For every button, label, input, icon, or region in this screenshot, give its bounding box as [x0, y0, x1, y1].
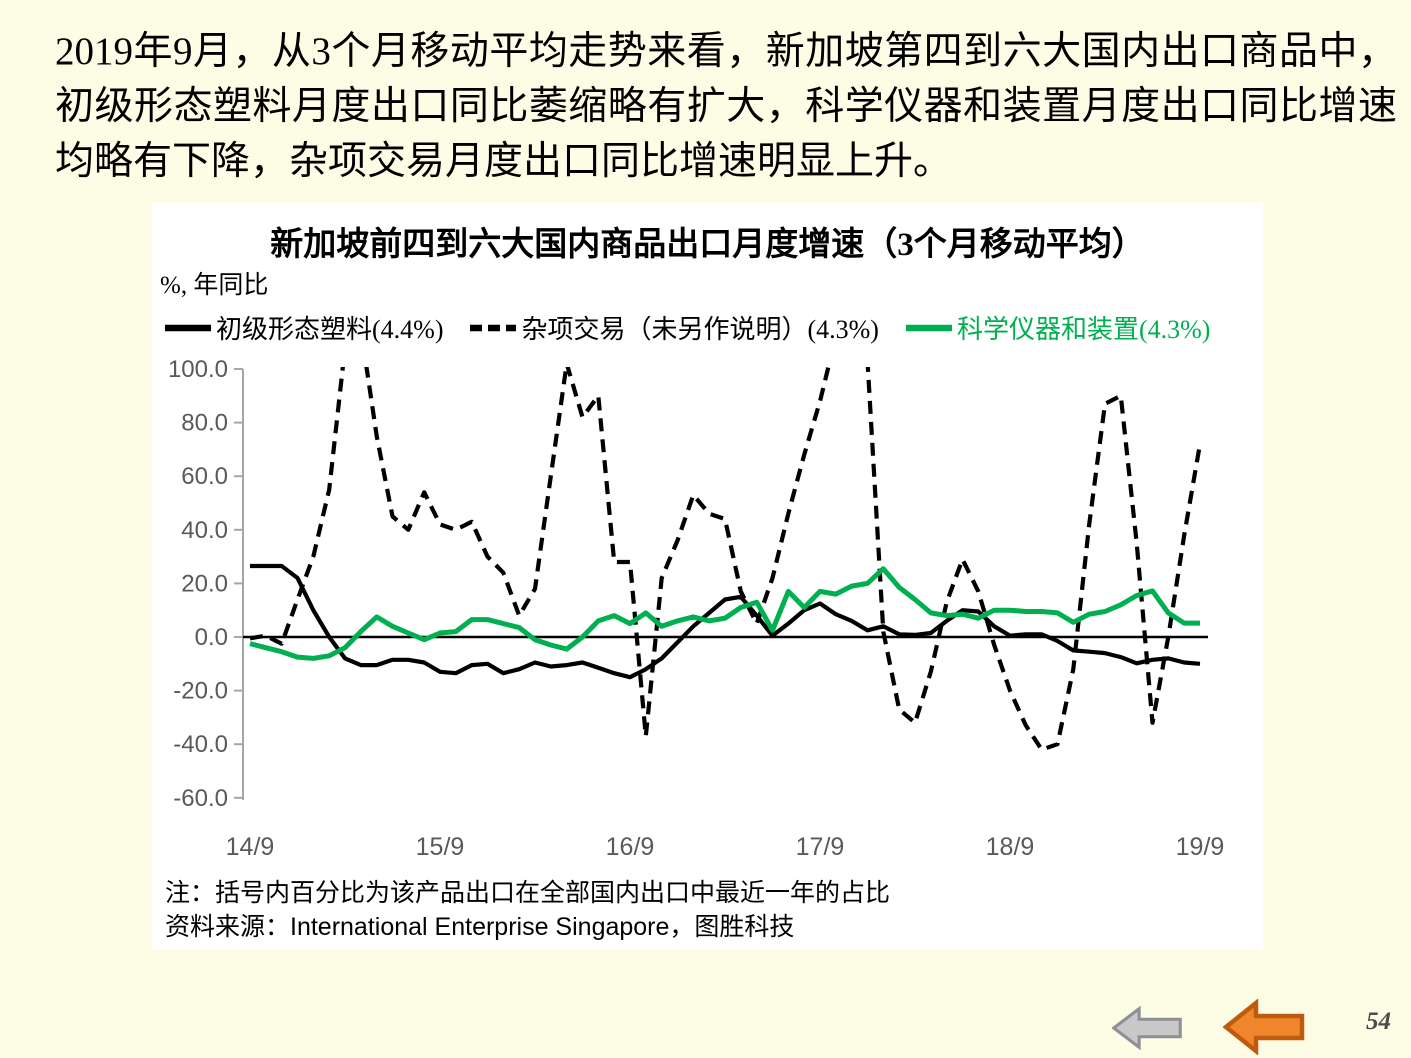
left-block-arrow-icon [1223, 999, 1305, 1055]
y-tick-label: 100.0 [168, 356, 228, 383]
x-tick-label: 17/9 [796, 833, 845, 861]
legend-label-misc-transactions: 杂项交易（未另作说明）(4.3%) [521, 315, 879, 344]
x-tick-label: 14/9 [226, 833, 275, 861]
x-tick-label: 16/9 [606, 833, 655, 861]
x-tick-label: 15/9 [416, 833, 465, 861]
y-axis-unit-label: %, 年同比 [160, 272, 269, 299]
chart-title: 新加坡前四到六大国内商品出口月度增速（3个月移动平均） [270, 227, 1145, 263]
legend-item-misc-transactions: 杂项交易（未另作说明）(4.3%) [469, 309, 879, 346]
legend-swatch-solid-line-icon [905, 324, 952, 331]
chart-legend: 初级形态塑料(4.4%) 杂项交易（未另作说明）(4.3%) 科学仪器和装置(4.3… [164, 309, 1210, 346]
y-tick-label: 60.0 [181, 463, 228, 490]
legend-swatch-solid-line-icon [165, 324, 211, 331]
y-tick-label: -20.0 [173, 678, 228, 705]
chart-note: 注：括号内百分比为该产品出口在全部国内出口中最近一年的占比 [165, 880, 891, 907]
x-tick-label: 19/9 [1176, 833, 1225, 861]
y-tick-label: 40.0 [181, 517, 228, 544]
y-tick-label: 0.0 [195, 624, 228, 651]
legend-item-scientific-instruments: 科学仪器和装置(4.3%) [905, 309, 1210, 346]
legend-label-scientific-instruments: 科学仪器和装置(4.3%) [956, 315, 1211, 344]
back-arrow-orange-button[interactable] [1223, 999, 1305, 1055]
back-arrow-gray-button[interactable] [1112, 1004, 1182, 1052]
series-line-scientific-instruments [249, 566, 1200, 661]
chart-panel: 新加坡前四到六大国内商品出口月度增速（3个月移动平均） %, 年同比 初级形态塑… [152, 203, 1263, 949]
page-number: 54 [1366, 1008, 1391, 1035]
y-tick-label: -60.0 [173, 785, 228, 812]
x-tick-label: 18/9 [986, 833, 1035, 861]
series-line-misc-transactions [249, 367, 1203, 752]
legend-swatch-dashed-line-icon [470, 324, 517, 331]
legend-label-plastics: 初级形态塑料(4.4%) [216, 315, 444, 344]
chart-source: 资料来源：International Enterprise Singapore，… [165, 913, 795, 941]
series-line-plastics [250, 563, 1201, 680]
left-block-arrow-icon [1112, 1005, 1182, 1051]
y-tick-label: 80.0 [181, 410, 228, 437]
y-tick-label: -40.0 [173, 731, 228, 758]
legend-item-plastics: 初级形态塑料(4.4%) [164, 309, 443, 346]
y-tick-label: 20.0 [181, 570, 228, 597]
intro-paragraph: 2019年9月，从3个月移动平均走势来看，新加坡第四到六大国内出口商品中，初级形… [55, 30, 1397, 183]
